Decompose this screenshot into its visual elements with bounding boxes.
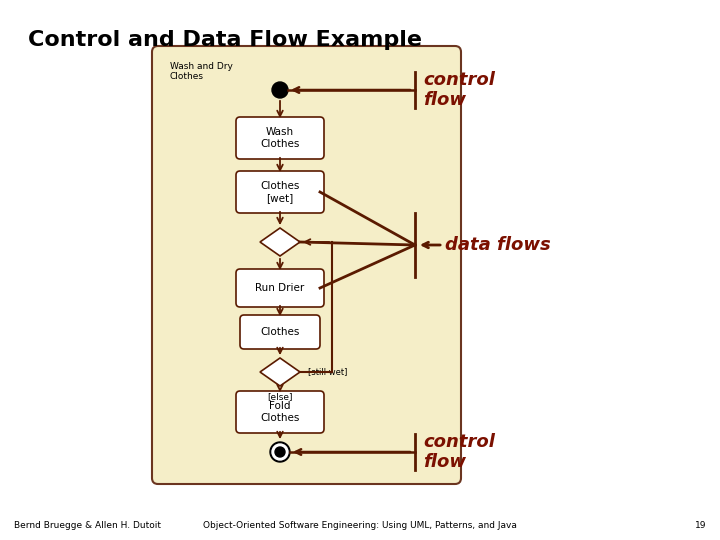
FancyBboxPatch shape — [152, 46, 461, 484]
FancyBboxPatch shape — [236, 391, 324, 433]
Circle shape — [272, 444, 288, 460]
FancyBboxPatch shape — [236, 171, 324, 213]
Text: Object-Oriented Software Engineering: Using UML, Patterns, and Java: Object-Oriented Software Engineering: Us… — [203, 521, 517, 530]
Text: Clothes
[wet]: Clothes [wet] — [261, 181, 300, 203]
Text: Control and Data Flow Example: Control and Data Flow Example — [28, 30, 422, 50]
Text: Run Drier: Run Drier — [256, 283, 305, 293]
Circle shape — [272, 82, 288, 98]
Circle shape — [270, 442, 290, 462]
Text: Bernd Bruegge & Allen H. Dutoit: Bernd Bruegge & Allen H. Dutoit — [14, 521, 161, 530]
Text: Wash and Dry
Clothes: Wash and Dry Clothes — [170, 62, 233, 82]
FancyBboxPatch shape — [236, 117, 324, 159]
Polygon shape — [260, 228, 300, 256]
FancyBboxPatch shape — [240, 315, 320, 349]
FancyBboxPatch shape — [236, 269, 324, 307]
Circle shape — [275, 447, 285, 457]
Text: data flows: data flows — [445, 236, 551, 254]
Text: 19: 19 — [695, 521, 706, 530]
Text: control
flow: control flow — [423, 71, 495, 110]
Text: Wash
Clothes: Wash Clothes — [261, 127, 300, 149]
Text: [still wet]: [still wet] — [308, 368, 348, 376]
Text: Clothes: Clothes — [261, 327, 300, 337]
Text: [else]: [else] — [267, 392, 293, 401]
Polygon shape — [260, 358, 300, 386]
Text: Fold
Clothes: Fold Clothes — [261, 401, 300, 423]
Text: control
flow: control flow — [423, 433, 495, 471]
